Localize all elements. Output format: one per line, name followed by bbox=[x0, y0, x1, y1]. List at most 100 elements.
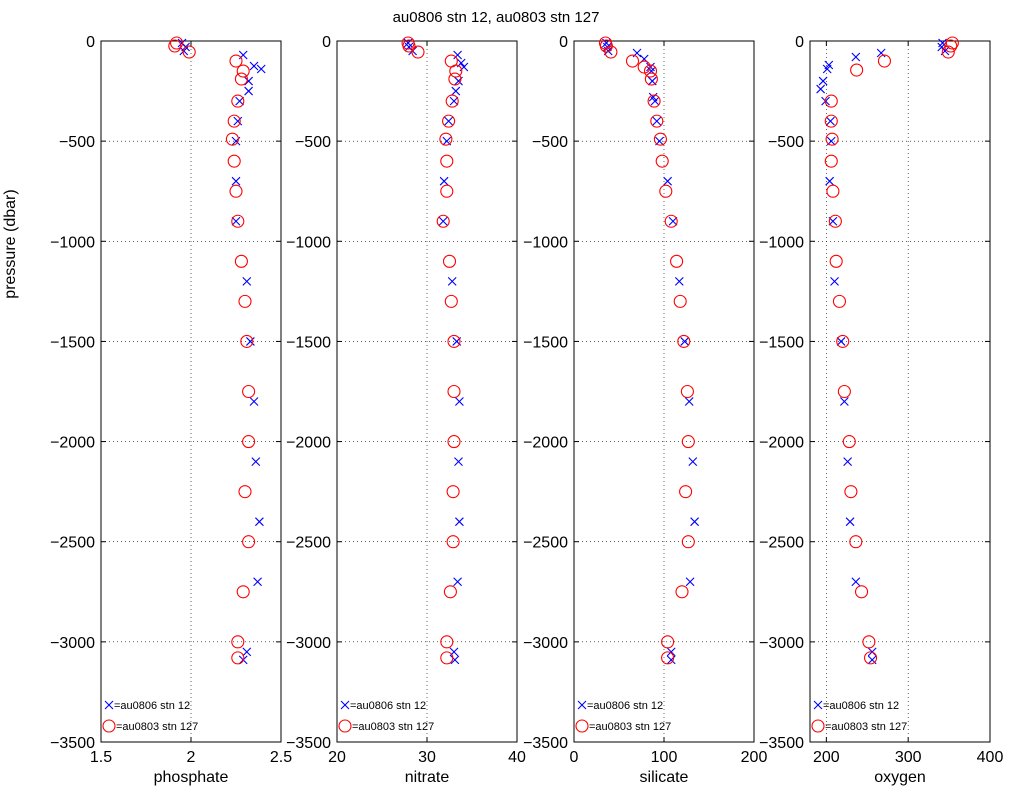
data-point-circle-marker bbox=[945, 36, 959, 50]
x-marker-stroke bbox=[235, 96, 244, 106]
data-point-circle-marker bbox=[225, 132, 239, 146]
data-point-circle-marker bbox=[677, 334, 691, 348]
x-marker-stroke bbox=[256, 64, 266, 74]
y-tick-label: −3500 bbox=[286, 735, 331, 752]
data-point-circle-marker bbox=[440, 635, 454, 649]
data-point-circle-marker bbox=[446, 485, 460, 499]
legend: =au0806 stn 12 =au0803 stn 127 bbox=[575, 700, 671, 733]
data-point-x-marker bbox=[836, 337, 846, 346]
x-marker-stroke bbox=[251, 457, 261, 466]
data-point-circle-marker bbox=[675, 585, 689, 599]
data-point-circle-marker bbox=[449, 64, 463, 78]
y-tick-label: 0 bbox=[86, 34, 95, 51]
y-tick-label: −1500 bbox=[50, 334, 95, 351]
data-point-circle-marker bbox=[231, 214, 245, 228]
legend-label-au0803: =au0803 stn 127 bbox=[589, 721, 671, 733]
legend-circle-marker bbox=[575, 719, 589, 733]
data-point-circle-marker bbox=[236, 64, 250, 78]
data-point-circle-marker bbox=[828, 214, 842, 228]
y-tick-label: −2000 bbox=[759, 435, 804, 452]
x-marker-stroke bbox=[830, 276, 839, 286]
data-point-circle-marker bbox=[440, 154, 454, 168]
legend-label-au0803: =au0803 stn 127 bbox=[825, 721, 907, 733]
data-point-circle-marker bbox=[670, 254, 684, 268]
data-point-circle-marker bbox=[227, 154, 241, 168]
x-tick-label: 2 bbox=[187, 749, 196, 766]
x-marker-stroke bbox=[652, 116, 662, 126]
data-point-circle-marker bbox=[837, 384, 851, 399]
legend: =au0806 stn 12 =au0803 stn 127 bbox=[811, 700, 907, 733]
data-point-x-marker bbox=[249, 397, 259, 406]
legend: =au0806 stn 12 =au0803 stn 127 bbox=[338, 700, 434, 733]
data-point-x-marker bbox=[666, 647, 676, 657]
y-tick-label: −500 bbox=[532, 134, 568, 151]
data-point-circle-marker bbox=[854, 585, 869, 599]
data-point-x-marker bbox=[685, 577, 695, 587]
x-marker-stroke bbox=[818, 76, 828, 86]
x-marker-stroke bbox=[867, 655, 877, 665]
x-tick-label: 200 bbox=[741, 749, 768, 766]
x-marker-stroke bbox=[451, 86, 461, 96]
data-point-circle-marker bbox=[242, 435, 256, 449]
legend-label-au0803: =au0803 stn 127 bbox=[116, 721, 198, 733]
data-point-circle-marker bbox=[836, 334, 850, 348]
data-point-circle-marker bbox=[234, 254, 248, 268]
x-marker-stroke bbox=[822, 64, 832, 74]
x-marker-stroke bbox=[233, 116, 243, 126]
x-axis-label: phosphate bbox=[154, 769, 229, 786]
x-marker-stroke bbox=[826, 116, 835, 126]
x-marker-stroke bbox=[447, 276, 457, 286]
data-point-circle-marker bbox=[863, 651, 878, 665]
data-point-x-marker bbox=[684, 397, 694, 406]
data-point-circle-marker bbox=[850, 63, 864, 77]
x-marker-stroke bbox=[242, 647, 252, 657]
data-point-circle-marker bbox=[653, 132, 667, 146]
x-marker-stroke bbox=[674, 276, 684, 286]
subplot-4: 200 300 400 0 −500 −1000 −1500 −2000 −2500 −3000 −… bbox=[759, 34, 1003, 786]
x-marker-stroke bbox=[836, 337, 846, 346]
data-point-circle-marker bbox=[411, 45, 425, 59]
x-marker-stroke bbox=[650, 96, 660, 106]
data-point-x-marker bbox=[845, 517, 855, 527]
data-point-circle-marker bbox=[229, 54, 243, 68]
subplot-3: 0 100 200 0 −500 −1000 −1500 −2000 −2500 −3000 −35… bbox=[523, 34, 767, 786]
data-point-x-marker bbox=[242, 276, 252, 286]
legend-label-au0806: =au0806 stn 12 bbox=[823, 700, 899, 712]
data-point-x-marker bbox=[668, 216, 678, 226]
y-tick-label: 0 bbox=[795, 34, 804, 51]
data-point-x-marker bbox=[680, 337, 690, 346]
x-marker-stroke bbox=[684, 397, 694, 406]
data-point-circle-marker bbox=[849, 535, 863, 549]
y-tick-label: −2000 bbox=[286, 435, 331, 452]
data-point-circle-marker bbox=[824, 154, 838, 168]
data-point-circle-marker bbox=[673, 294, 687, 308]
data-point-x-marker bbox=[256, 64, 266, 74]
data-point-circle-marker bbox=[242, 535, 256, 549]
x-tick-label: 400 bbox=[977, 749, 1004, 766]
x-marker-stroke bbox=[246, 337, 255, 346]
data-point-x-marker bbox=[674, 276, 684, 286]
data-point-x-marker bbox=[444, 116, 453, 126]
data-point-x-marker bbox=[438, 216, 448, 226]
data-point-x-marker bbox=[255, 517, 264, 527]
data-point-x-marker bbox=[822, 64, 832, 74]
data-point-circle-marker bbox=[647, 94, 661, 108]
x-marker-stroke bbox=[839, 397, 849, 406]
data-point-circle-marker bbox=[643, 64, 658, 78]
x-marker-stroke bbox=[253, 577, 262, 587]
data-point-circle-marker bbox=[442, 254, 457, 268]
data-point-circle-marker bbox=[447, 334, 461, 348]
y-tick-label: −2500 bbox=[523, 535, 568, 552]
x-tick-label: 0 bbox=[570, 749, 579, 766]
data-point-circle-marker bbox=[681, 435, 695, 449]
y-tick-label: −2500 bbox=[50, 535, 95, 552]
data-point-circle-marker bbox=[447, 435, 461, 449]
x-marker-stroke bbox=[449, 96, 459, 106]
data-point-x-marker bbox=[233, 116, 243, 126]
subplot-panels: 1.5 2 2.5 0 −500 −1000 −1500 −2000 −2500 −3000 −35… bbox=[50, 34, 1003, 786]
subplot-2: 20 30 40 0 −500 −1000 −1500 −2000 −2500 −3000 −350… bbox=[286, 34, 526, 786]
data-point-circle-marker bbox=[170, 36, 184, 50]
data-point-circle-marker bbox=[229, 184, 243, 198]
data-point-circle-marker bbox=[444, 294, 458, 308]
subplot-1: 1.5 2 2.5 0 −500 −1000 −1500 −2000 −2500 −3000 −35… bbox=[50, 34, 292, 786]
